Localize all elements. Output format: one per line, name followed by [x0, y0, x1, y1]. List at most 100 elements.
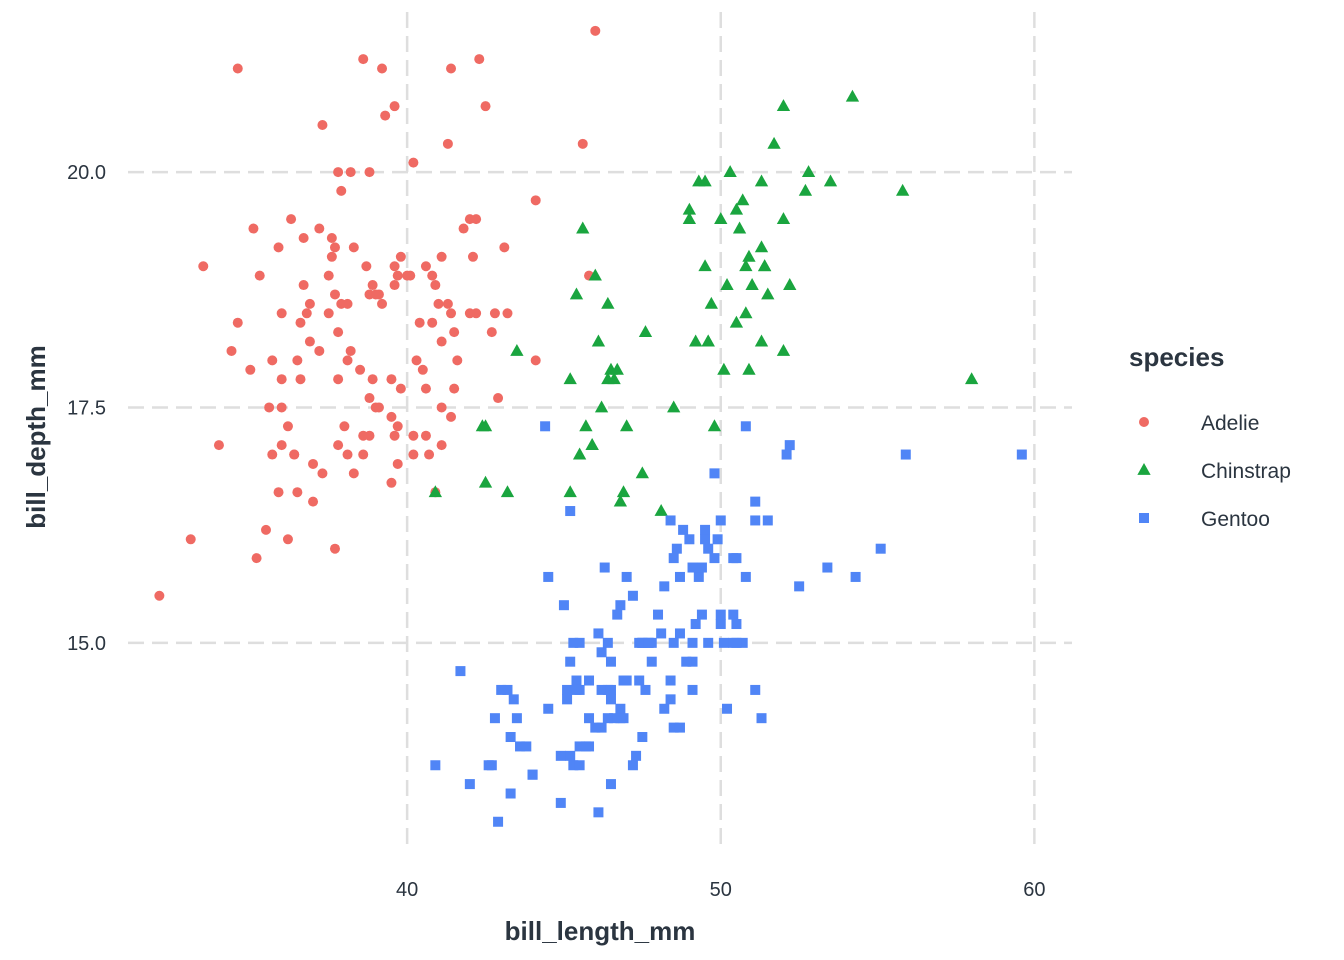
gentoo-point: [668, 553, 679, 564]
gentoo-point: [605, 684, 616, 695]
chinstrap-point: [754, 240, 769, 253]
chinstrap-point: [754, 174, 769, 187]
gentoo-point: [653, 609, 664, 620]
gentoo-point: [568, 760, 579, 771]
chinstrap-point: [742, 249, 756, 262]
y-tick-label: 15.0: [67, 633, 106, 655]
adelie-point: [213, 440, 224, 451]
adelie-point: [389, 101, 400, 112]
gentoo-point: [762, 515, 773, 526]
adelie-point: [329, 543, 340, 554]
gentoo-point: [631, 750, 642, 761]
chinstrap-point: [428, 485, 442, 498]
chinstrap-point: [563, 372, 577, 385]
adelie-point: [590, 25, 601, 36]
gentoo-point: [543, 571, 554, 582]
adelie-point: [370, 289, 381, 300]
adelie-point: [314, 223, 325, 234]
gentoo-point: [681, 656, 692, 667]
gentoo-point: [646, 656, 657, 667]
gentoo-point: [687, 637, 698, 648]
gentoo-point: [637, 732, 648, 743]
adelie-point: [345, 167, 356, 178]
gentoo-point: [527, 769, 538, 780]
adelie-point: [308, 496, 319, 507]
adelie-point: [308, 458, 319, 469]
chinstrap-point: [761, 287, 775, 300]
adelie-point: [276, 374, 287, 385]
adelie-point: [304, 336, 315, 347]
adelie-point: [436, 336, 447, 347]
legend-title: species: [1129, 342, 1224, 372]
adelie-point: [395, 251, 406, 262]
adelie-point: [282, 534, 293, 545]
chinstrap-point: [478, 475, 493, 488]
gentoo-point: [737, 637, 748, 648]
adelie-point: [198, 261, 209, 272]
adelie-point: [298, 232, 309, 243]
adelie-point: [333, 327, 344, 338]
chinstrap-point: [823, 174, 838, 187]
gentoo-point: [605, 694, 616, 705]
adelie-point: [411, 355, 422, 366]
adelie-point: [276, 440, 287, 451]
adelie-point: [392, 270, 403, 281]
adelie-point: [333, 440, 344, 451]
gentoo-point: [568, 637, 579, 648]
adelie-point: [408, 430, 419, 441]
adelie-point: [317, 468, 328, 479]
adelie-point: [417, 364, 428, 375]
gentoo-point: [693, 571, 704, 582]
gentoo-point: [822, 562, 833, 573]
chinstrap-point: [698, 174, 712, 187]
legend: Adelie Chinstrap Gentoo: [1137, 412, 1291, 531]
adelie-point: [232, 317, 243, 328]
adelie-point: [427, 270, 438, 281]
chinstrap-point: [704, 296, 718, 309]
chinstrap-point: [801, 165, 816, 177]
adelie-point: [367, 374, 378, 385]
adelie-point: [464, 308, 475, 319]
gentoo-point: [562, 694, 573, 705]
adelie-point: [355, 364, 366, 375]
adelie-point: [530, 195, 541, 206]
adelie-point: [154, 590, 165, 601]
legend-label-adelie: Adelie: [1201, 412, 1259, 435]
gentoo-point: [781, 449, 792, 460]
gentoo-point: [665, 675, 676, 686]
adelie-point: [289, 449, 300, 460]
x-axis-title: bill_length_mm: [505, 916, 696, 946]
adelie-point: [530, 355, 541, 366]
gentoo-point: [696, 562, 707, 573]
adelie-point: [345, 345, 356, 356]
adelie-point: [267, 449, 278, 460]
gentoo-point: [709, 468, 720, 479]
adelie-point: [493, 393, 504, 404]
gentoo-point: [496, 684, 507, 695]
chinstrap-point: [739, 259, 753, 272]
gentoo-point: [731, 619, 742, 630]
adelie-point: [342, 355, 353, 366]
chinstrap-point: [776, 99, 791, 112]
gentoo-point: [850, 571, 861, 582]
gentoo-point: [590, 722, 601, 733]
adelie-point: [348, 242, 359, 253]
chinstrap-point: [798, 183, 813, 196]
gentoo-point: [464, 779, 475, 790]
chinstrap-point: [758, 259, 772, 272]
gentoo-point: [627, 760, 638, 771]
gentoo-point: [565, 506, 576, 517]
chinstrap-point: [767, 136, 781, 149]
gentoo-point: [609, 713, 620, 724]
gentoo-point: [505, 732, 516, 743]
chinstrap-point: [701, 334, 715, 347]
gentoo-point: [596, 684, 607, 695]
gentoo-point: [715, 609, 726, 620]
chinstrap-point: [895, 183, 910, 196]
adelie-point: [298, 280, 309, 291]
adelie-point: [361, 261, 372, 272]
chinstrap-point: [610, 362, 624, 375]
adelie-point: [458, 223, 469, 234]
gentoo-point: [558, 600, 569, 611]
chinstrap-point: [729, 315, 744, 328]
